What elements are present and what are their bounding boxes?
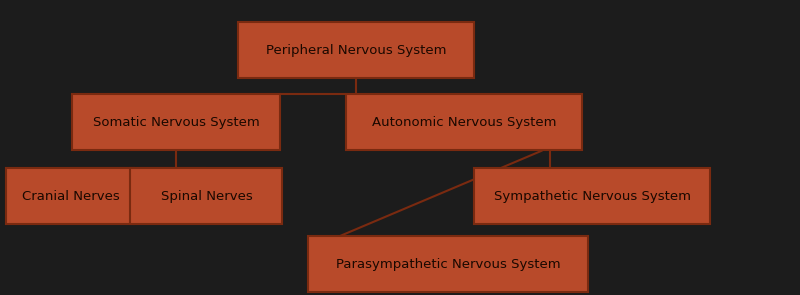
- Text: Cranial Nerves: Cranial Nerves: [22, 190, 119, 203]
- FancyBboxPatch shape: [308, 236, 588, 292]
- Text: Spinal Nerves: Spinal Nerves: [161, 190, 252, 203]
- Text: Sympathetic Nervous System: Sympathetic Nervous System: [494, 190, 690, 203]
- Text: Somatic Nervous System: Somatic Nervous System: [93, 116, 259, 129]
- FancyBboxPatch shape: [474, 168, 710, 224]
- FancyBboxPatch shape: [6, 168, 134, 224]
- Text: Peripheral Nervous System: Peripheral Nervous System: [266, 44, 446, 57]
- Text: Autonomic Nervous System: Autonomic Nervous System: [372, 116, 556, 129]
- FancyBboxPatch shape: [130, 168, 282, 224]
- Text: Parasympathetic Nervous System: Parasympathetic Nervous System: [336, 258, 560, 271]
- FancyBboxPatch shape: [346, 94, 582, 150]
- FancyBboxPatch shape: [238, 22, 474, 78]
- FancyBboxPatch shape: [72, 94, 280, 150]
